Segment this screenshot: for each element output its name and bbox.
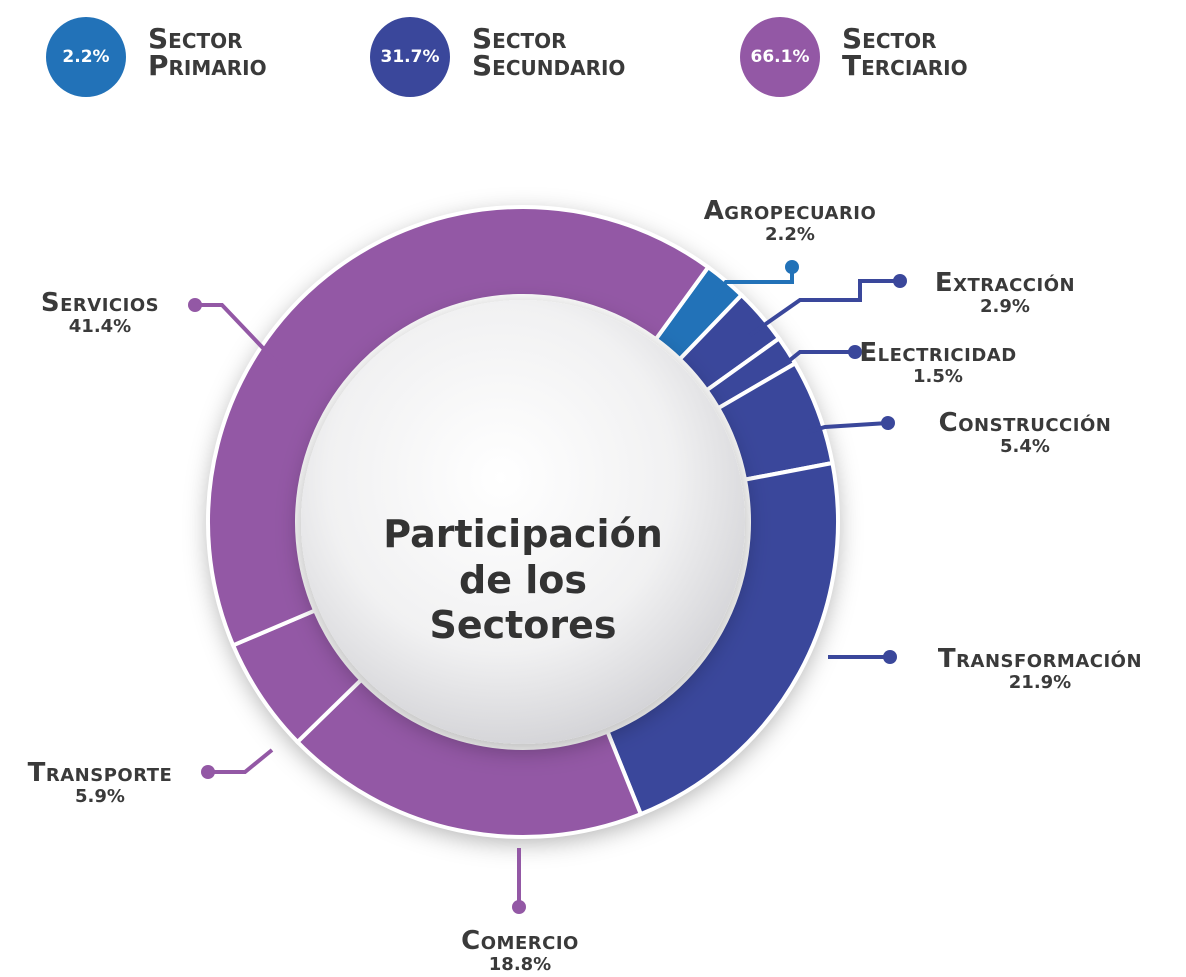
slice-name: Electricidad <box>859 338 1017 368</box>
group-badge: 66.1% <box>750 47 810 67</box>
slice-label: Electricidad 1.5% <box>788 340 1088 386</box>
callout-line <box>195 303 284 370</box>
slice-value: 2.9% <box>980 296 1030 317</box>
slice-label: Transporte 5.9% <box>0 760 250 806</box>
group-name: Sector Secundario <box>472 22 626 82</box>
group-name: Sector Primario <box>148 22 267 82</box>
callout-line <box>208 748 274 774</box>
callout-dot <box>188 298 202 312</box>
slice-name: Agropecuario <box>703 196 877 226</box>
slice-value: 18.8% <box>488 954 552 975</box>
group-badge: 2.2% <box>62 47 110 67</box>
group-badge-circle <box>740 17 820 97</box>
slice-value: 2.2% <box>765 224 815 245</box>
slice-value: 5.4% <box>1000 436 1050 457</box>
donut-slice <box>206 205 711 648</box>
group-badge-circle <box>370 17 450 97</box>
slice-value: 21.9% <box>1008 672 1072 693</box>
slice-name: Construcción <box>938 408 1112 438</box>
slice-name: Comercio <box>461 926 579 956</box>
slice-label: Agropecuario 2.2% <box>640 198 940 244</box>
slice-value: 1.5% <box>913 366 963 387</box>
callout-dot <box>893 274 907 288</box>
group-badge-circle <box>46 17 126 97</box>
slice-name: Transporte <box>27 758 173 788</box>
group-badge: 31.7% <box>380 47 440 67</box>
callout-dot <box>785 260 799 274</box>
callout-dot <box>201 765 215 779</box>
callout-line <box>712 267 794 302</box>
group-name: Sector Terciario <box>842 22 968 82</box>
callout-line <box>768 350 855 374</box>
chart-title: Participación de los Sectores <box>383 512 663 648</box>
slice-value: 41.4% <box>68 316 132 337</box>
slice-label: Transformación 21.9% <box>890 646 1186 692</box>
center-disc <box>301 300 745 744</box>
slice-label: Servicios 41.4% <box>0 290 250 336</box>
callout-dot <box>881 416 895 430</box>
callout-dot <box>883 650 897 664</box>
callout-dot <box>848 345 862 359</box>
slice-name: Extracción <box>934 268 1076 298</box>
donut-slice <box>604 460 840 817</box>
callout-line <box>807 421 889 434</box>
slice-name: Transformación <box>937 644 1143 674</box>
callout-line <box>748 279 900 337</box>
slice-label: Construcción 5.4% <box>875 410 1175 456</box>
slice-label: Extracción 2.9% <box>855 270 1155 316</box>
slice-name: Servicios <box>40 288 160 318</box>
slice-label: Comercio 18.8% <box>370 928 670 974</box>
callout-dot <box>512 900 526 914</box>
slice-value: 5.9% <box>75 786 125 807</box>
